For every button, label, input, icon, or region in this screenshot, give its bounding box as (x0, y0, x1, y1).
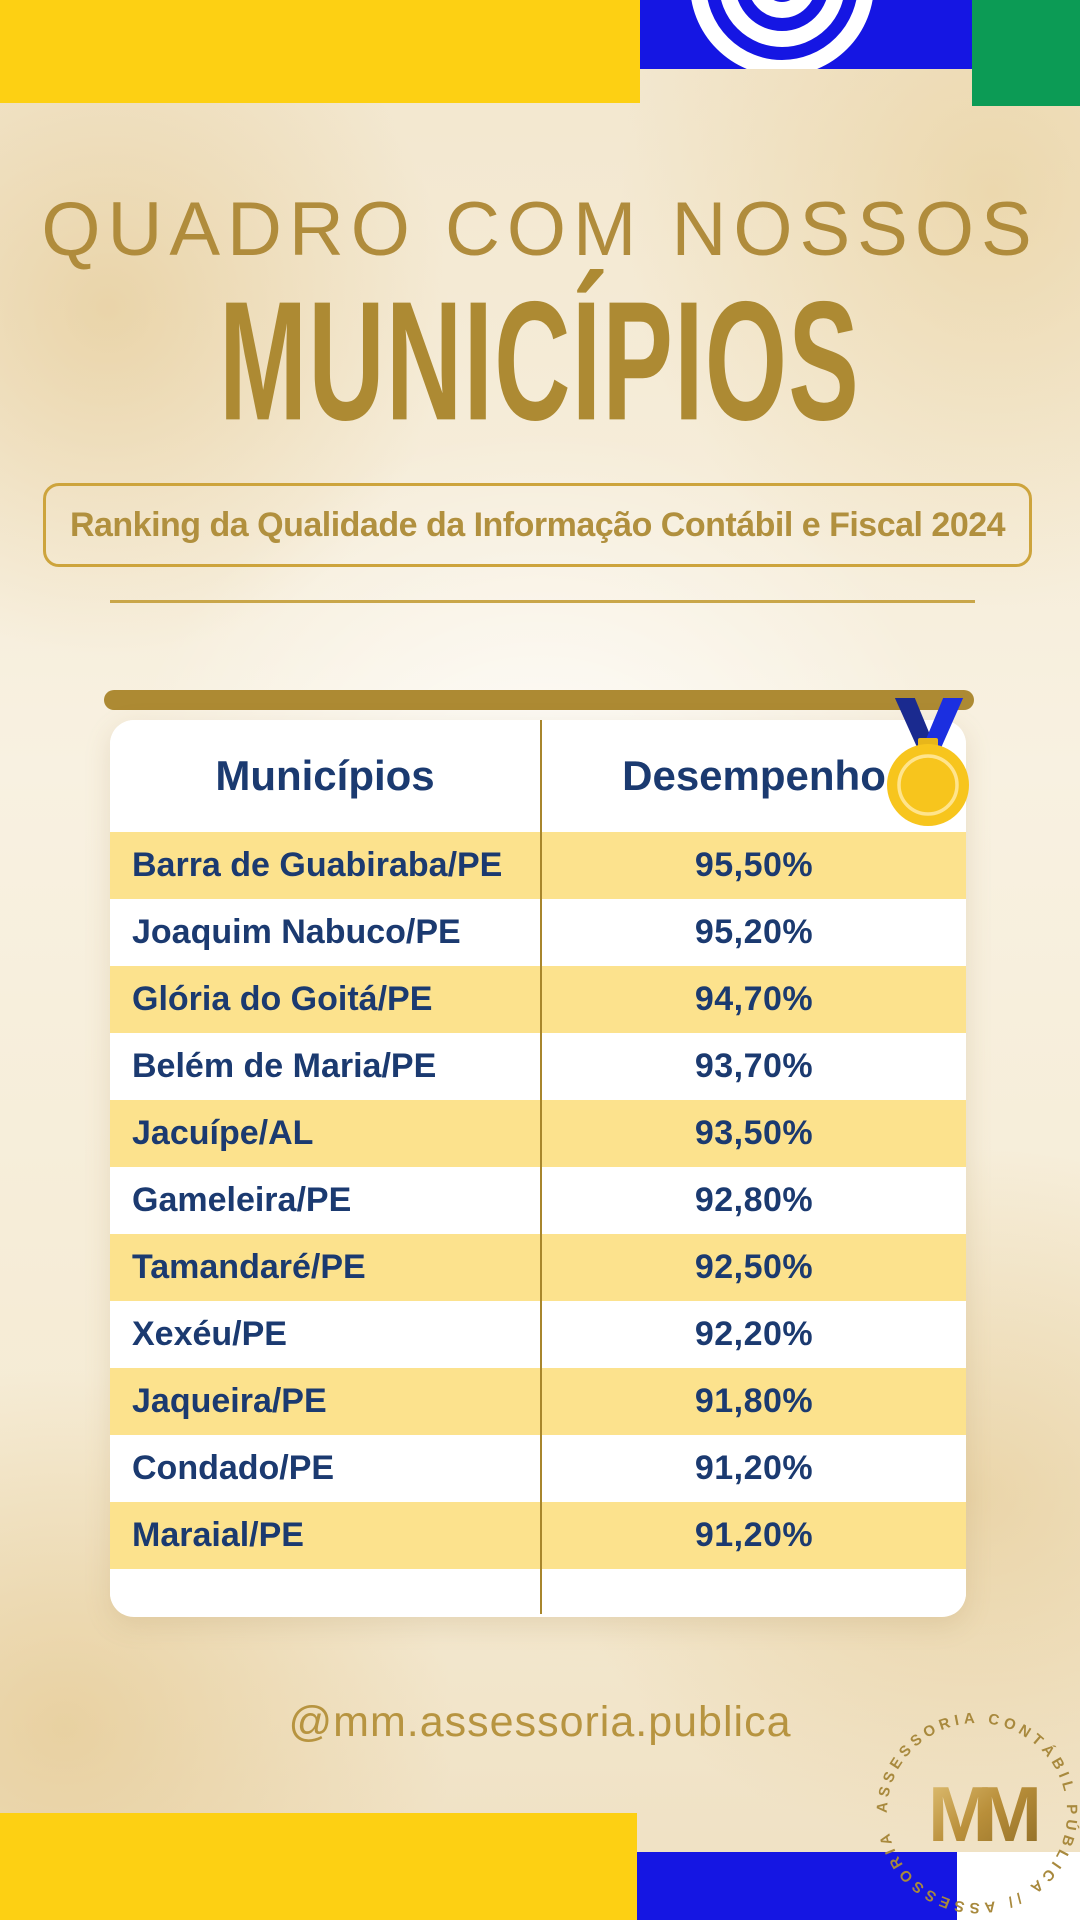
municipality-cell: Belém de Maria/PE (110, 1033, 542, 1100)
performance-cell: 91,20% (694, 1516, 814, 1554)
table-row: Condado/PE 91,20% (110, 1435, 966, 1502)
gold-medal-icon (887, 698, 969, 826)
performance-cell: 92,50% (694, 1248, 814, 1286)
municipality-cell: Joaquim Nabuco/PE (110, 899, 542, 966)
table-footer-row (110, 1569, 966, 1614)
table-row: Jacuípe/AL 93,50% (110, 1100, 966, 1167)
column-header-desempenho: Desempenho (622, 752, 886, 799)
divider-line (110, 600, 975, 603)
bottom-block-white (957, 1852, 1080, 1920)
table-row: Maraial/PE 91,20% (110, 1502, 966, 1569)
table-row: Glória do Goitá/PE 94,70% (110, 966, 966, 1033)
page-title-line2: MUNICÍPIOS (219, 265, 861, 456)
column-header-municipios: Municípios (110, 720, 542, 832)
table-row: Xexéu/PE 92,20% (110, 1301, 966, 1368)
top-bar-blue (640, 0, 972, 69)
table-row: Joaquim Nabuco/PE 95,20% (110, 899, 966, 966)
subtitle-text: Ranking da Qualidade da Informação Contá… (69, 505, 1006, 544)
table-row: Tamandaré/PE 92,50% (110, 1234, 966, 1301)
instagram-handle: @mm.assessoria.publica (288, 1698, 792, 1746)
table-header-row: Municípios Desempenho (110, 720, 966, 832)
performance-cell: 92,20% (694, 1315, 814, 1353)
logo-monogram: MM (928, 1770, 1037, 1858)
table-row: Gameleira/PE 92,80% (110, 1167, 966, 1234)
page-title-line2-wrap: MUNICÍPIOS (0, 271, 1080, 449)
municipality-cell: Condado/PE (110, 1435, 542, 1502)
top-bar-green (972, 0, 1080, 106)
municipality-cell: Barra de Guabiraba/PE (110, 832, 542, 899)
performance-cell: 93,70% (694, 1047, 814, 1085)
page-title-line1: QUADRO COM NOSSOS (41, 187, 1039, 272)
table-top-bar (104, 690, 974, 710)
table-body: Barra de Guabiraba/PE 95,50% Joaquim Nab… (110, 832, 966, 1569)
performance-cell: 92,80% (694, 1181, 814, 1219)
ranking-table: Municípios Desempenho Barra de Guabiraba… (110, 720, 966, 1617)
municipality-cell: Glória do Goitá/PE (110, 966, 542, 1033)
municipality-cell: Gameleira/PE (110, 1167, 542, 1234)
performance-cell: 91,80% (694, 1382, 814, 1420)
municipality-cell: Xexéu/PE (110, 1301, 542, 1368)
mm-logo: ASSESSORIA CONTÁBIL PÚBLICA // ASSESSORI… (857, 1693, 1076, 1916)
subtitle-box: Ranking da Qualidade da Informação Contá… (43, 483, 1032, 567)
table-row: Jaqueira/PE 91,80% (110, 1368, 966, 1435)
table-row: Belém de Maria/PE 93,70% (110, 1033, 966, 1100)
performance-cell: 91,20% (694, 1449, 814, 1487)
performance-cell: 95,50% (694, 846, 814, 884)
table-row: Barra de Guabiraba/PE 95,50% (110, 832, 966, 899)
municipality-cell: Jaqueira/PE (110, 1368, 542, 1435)
performance-cell: 93,50% (694, 1114, 814, 1152)
concentric-circles-icon (691, 0, 873, 69)
municipality-cell: Jacuípe/AL (110, 1100, 542, 1167)
bottom-bar-blue (637, 1852, 957, 1920)
municipality-cell: Tamandaré/PE (110, 1234, 542, 1301)
performance-cell: 94,70% (694, 980, 814, 1018)
bottom-bar-yellow (0, 1813, 637, 1920)
top-bar-yellow (0, 0, 640, 103)
performance-cell: 95,20% (694, 913, 814, 951)
municipality-cell: Maraial/PE (110, 1502, 542, 1569)
